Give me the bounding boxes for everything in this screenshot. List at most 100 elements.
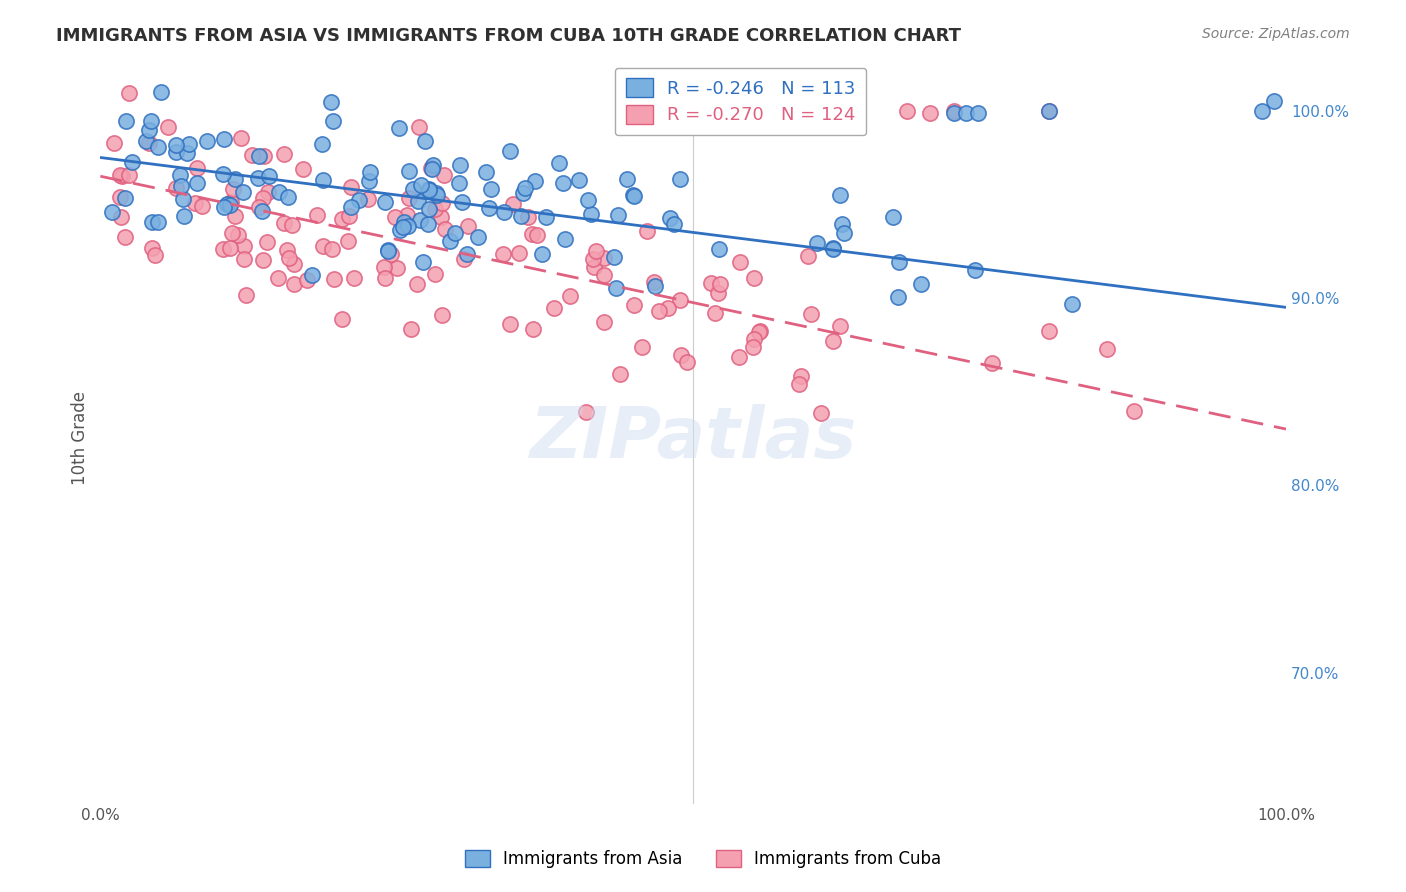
- Point: [887, 290, 910, 304]
- Point: [224, 209, 246, 223]
- Point: [273, 216, 295, 230]
- Point: [141, 215, 163, 229]
- Point: [422, 158, 444, 172]
- Point: [606, 208, 628, 222]
- Point: [252, 192, 274, 206]
- Point: [278, 252, 301, 266]
- Point: [806, 236, 828, 251]
- Point: [593, 268, 616, 282]
- Point: [186, 176, 208, 190]
- Point: [283, 277, 305, 292]
- Point: [233, 239, 256, 253]
- Point: [742, 332, 765, 346]
- Point: [101, 205, 124, 219]
- Point: [499, 144, 522, 158]
- Point: [339, 180, 361, 194]
- Point: [728, 255, 751, 269]
- Point: [887, 255, 910, 269]
- Point: [704, 306, 727, 320]
- Point: [211, 168, 233, 182]
- Point: [253, 149, 276, 163]
- Point: [143, 248, 166, 262]
- Point: [621, 187, 644, 202]
- Point: [823, 241, 845, 255]
- Point: [398, 163, 420, 178]
- Point: [172, 192, 194, 206]
- Point: [1123, 404, 1146, 418]
- Point: [616, 171, 638, 186]
- Point: [240, 148, 263, 162]
- Point: [790, 368, 813, 383]
- Point: [657, 301, 679, 316]
- Point: [882, 210, 904, 224]
- Point: [430, 210, 453, 224]
- Point: [425, 267, 447, 281]
- Point: [135, 134, 157, 148]
- Point: [943, 103, 966, 118]
- Point: [297, 273, 319, 287]
- Point: [343, 271, 366, 285]
- Point: [419, 161, 441, 176]
- Point: [217, 196, 239, 211]
- Point: [700, 276, 723, 290]
- Point: [411, 178, 433, 192]
- Point: [828, 319, 851, 334]
- Point: [247, 149, 270, 163]
- Point: [256, 235, 278, 249]
- Point: [593, 251, 616, 265]
- Point: [475, 165, 498, 179]
- Point: [311, 239, 333, 253]
- Point: [706, 286, 728, 301]
- Point: [165, 138, 187, 153]
- Point: [406, 277, 429, 291]
- Point: [413, 134, 436, 148]
- Point: [433, 168, 456, 182]
- Point: [741, 339, 763, 353]
- Point: [647, 304, 669, 318]
- Point: [444, 227, 467, 241]
- Point: [433, 222, 456, 236]
- Point: [232, 252, 254, 267]
- Point: [456, 247, 478, 261]
- Point: [623, 298, 645, 312]
- Point: [408, 120, 430, 134]
- Point: [226, 227, 249, 242]
- Point: [138, 136, 160, 150]
- Point: [467, 229, 489, 244]
- Point: [558, 289, 581, 303]
- Point: [668, 172, 690, 186]
- Point: [399, 322, 422, 336]
- Point: [148, 139, 170, 153]
- Text: ZIPatlas: ZIPatlas: [530, 404, 856, 473]
- Point: [603, 250, 626, 264]
- Point: [526, 227, 548, 242]
- Point: [943, 105, 966, 120]
- Point: [276, 243, 298, 257]
- Point: [831, 217, 853, 231]
- Point: [1263, 95, 1285, 109]
- Point: [1095, 342, 1118, 356]
- Point: [492, 247, 515, 261]
- Point: [173, 209, 195, 223]
- Point: [377, 243, 399, 257]
- Point: [585, 244, 607, 258]
- Point: [267, 270, 290, 285]
- Point: [231, 131, 253, 145]
- Point: [357, 174, 380, 188]
- Point: [534, 210, 557, 224]
- Point: [416, 218, 439, 232]
- Point: [307, 208, 329, 222]
- Point: [252, 252, 274, 267]
- Point: [256, 185, 278, 199]
- Point: [498, 317, 520, 331]
- Point: [259, 169, 281, 183]
- Point: [479, 182, 502, 196]
- Point: [548, 156, 571, 170]
- Point: [522, 321, 544, 335]
- Point: [709, 277, 731, 291]
- Point: [114, 229, 136, 244]
- Point: [165, 181, 187, 195]
- Point: [748, 324, 770, 338]
- Point: [312, 173, 335, 187]
- Point: [910, 277, 932, 292]
